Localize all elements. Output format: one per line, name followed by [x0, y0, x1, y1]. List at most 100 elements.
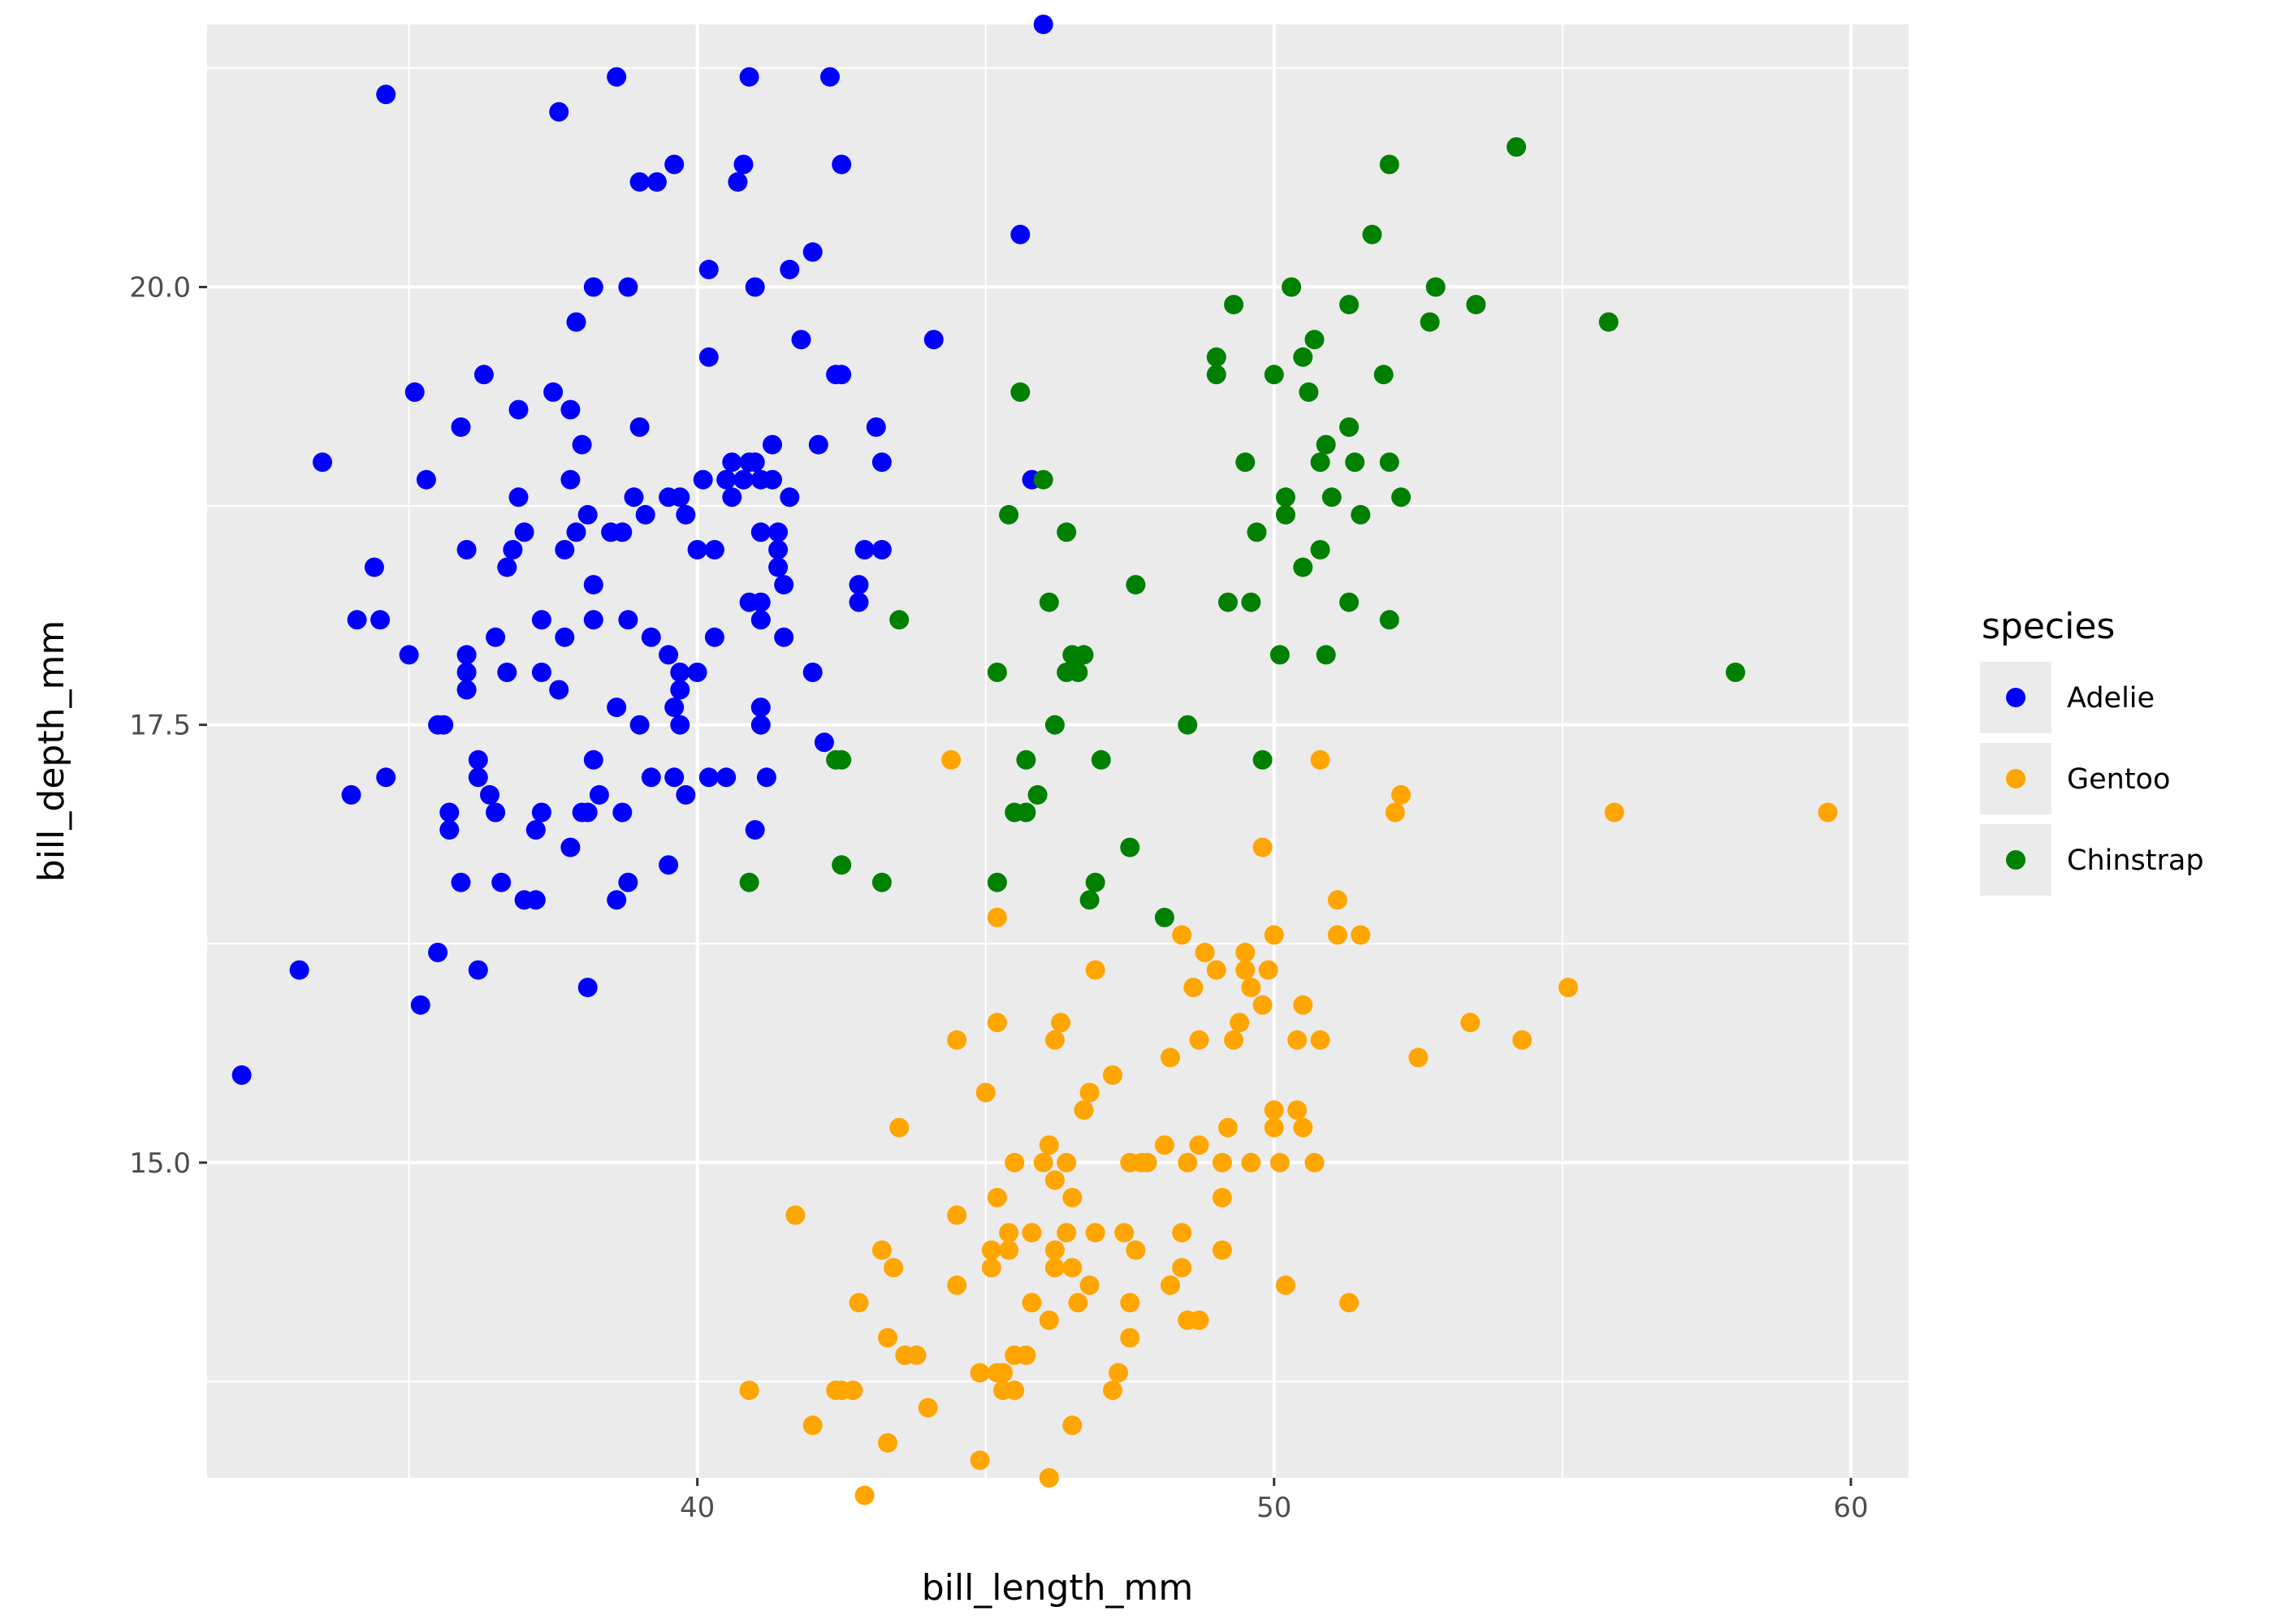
- point-gentoo: [1005, 1380, 1025, 1401]
- point-chinstrap: [1091, 749, 1111, 770]
- point-chinstrap: [1310, 540, 1330, 559]
- point-chinstrap: [1218, 592, 1238, 612]
- point-gentoo: [1039, 1310, 1059, 1330]
- point-adelie: [555, 540, 575, 559]
- point-gentoo: [947, 1205, 967, 1225]
- point-adelie: [231, 1065, 252, 1085]
- point-gentoo: [1085, 960, 1105, 980]
- point-gentoo: [941, 749, 962, 770]
- point-gentoo: [1033, 1152, 1053, 1173]
- point-gentoo: [1137, 1152, 1157, 1173]
- point-gentoo: [878, 1328, 897, 1348]
- point-gentoo: [849, 1293, 869, 1313]
- point-adelie: [560, 837, 581, 857]
- y-tick-label: 15.0: [129, 1147, 191, 1180]
- point-gentoo: [1051, 1013, 1071, 1033]
- point-chinstrap: [1120, 837, 1140, 857]
- point-chinstrap: [1507, 137, 1527, 157]
- point-adelie: [376, 767, 396, 788]
- point-gentoo: [1269, 1152, 1290, 1173]
- point-gentoo: [1109, 1363, 1129, 1383]
- x-axis-ticks: 40 50 60: [680, 1478, 1869, 1524]
- point-gentoo: [785, 1205, 806, 1225]
- point-adelie: [473, 365, 494, 385]
- point-gentoo: [1327, 890, 1347, 910]
- point-adelie: [410, 995, 430, 1015]
- point-chinstrap: [1339, 592, 1360, 612]
- point-adelie: [814, 732, 834, 753]
- point-adelie: [370, 610, 391, 630]
- point-adelie: [716, 767, 737, 788]
- point-adelie: [768, 557, 789, 577]
- point-adelie: [468, 960, 488, 980]
- point-adelie: [802, 663, 823, 682]
- point-adelie: [871, 452, 892, 473]
- point-adelie: [583, 277, 603, 297]
- point-gentoo: [1189, 1310, 1209, 1330]
- point-adelie: [664, 767, 685, 788]
- point-adelie: [618, 610, 638, 630]
- point-adelie: [750, 610, 771, 630]
- point-chinstrap: [1016, 802, 1036, 823]
- point-adelie: [716, 469, 737, 490]
- point-adelie: [456, 663, 477, 682]
- point-gentoo: [999, 1223, 1019, 1243]
- point-gentoo: [1206, 960, 1226, 980]
- point-gentoo: [1241, 978, 1261, 998]
- point-gentoo: [1512, 1030, 1533, 1050]
- point-gentoo: [1212, 1152, 1232, 1173]
- point-chinstrap: [1068, 663, 1088, 682]
- point-gentoo: [1039, 1468, 1059, 1488]
- point-adelie: [808, 434, 828, 455]
- y-axis-title: bill_depth_mm: [31, 620, 72, 882]
- point-gentoo: [981, 1258, 1001, 1278]
- point-gentoo: [1044, 1170, 1065, 1190]
- point-adelie: [629, 172, 650, 192]
- data-points: [231, 15, 1838, 1505]
- point-adelie: [722, 452, 742, 473]
- legend-marker-chinstrap: [2006, 850, 2025, 870]
- point-adelie: [555, 627, 575, 647]
- point-gentoo: [1293, 1117, 1313, 1138]
- point-gentoo: [1460, 1013, 1481, 1033]
- point-gentoo: [999, 1240, 1019, 1260]
- point-gentoo: [1235, 943, 1256, 962]
- point-gentoo: [1103, 1065, 1122, 1085]
- point-adelie: [739, 67, 759, 87]
- point-chinstrap: [1282, 277, 1302, 297]
- point-adelie: [698, 767, 719, 788]
- point-chinstrap: [1154, 907, 1174, 927]
- point-adelie: [1010, 224, 1031, 244]
- point-gentoo: [1172, 1223, 1192, 1243]
- point-adelie: [347, 610, 367, 630]
- point-gentoo: [854, 1485, 875, 1505]
- point-gentoo: [1224, 1030, 1244, 1050]
- point-gentoo: [1057, 1223, 1077, 1243]
- point-chinstrap: [832, 855, 852, 875]
- point-chinstrap: [1299, 382, 1319, 402]
- point-gentoo: [1264, 925, 1284, 945]
- point-adelie: [549, 680, 569, 700]
- point-gentoo: [947, 1030, 967, 1050]
- point-chinstrap: [1345, 452, 1365, 473]
- point-chinstrap: [1039, 592, 1059, 612]
- point-adelie: [832, 365, 852, 385]
- point-chinstrap: [1339, 295, 1360, 315]
- point-adelie: [428, 943, 448, 962]
- point-gentoo: [1085, 1223, 1105, 1243]
- point-chinstrap: [1310, 452, 1330, 473]
- point-adelie: [399, 645, 419, 665]
- point-chinstrap: [1391, 487, 1412, 508]
- point-adelie: [871, 540, 892, 559]
- point-adelie: [704, 627, 724, 647]
- point-gentoo: [1044, 1258, 1065, 1278]
- point-chinstrap: [1316, 434, 1336, 455]
- point-gentoo: [1241, 1152, 1261, 1173]
- point-adelie: [618, 277, 638, 297]
- point-chinstrap: [889, 610, 910, 630]
- point-chinstrap: [1725, 663, 1745, 682]
- point-gentoo: [1161, 1275, 1180, 1295]
- point-adelie: [577, 978, 598, 998]
- point-adelie: [468, 767, 488, 788]
- point-adelie: [802, 242, 823, 262]
